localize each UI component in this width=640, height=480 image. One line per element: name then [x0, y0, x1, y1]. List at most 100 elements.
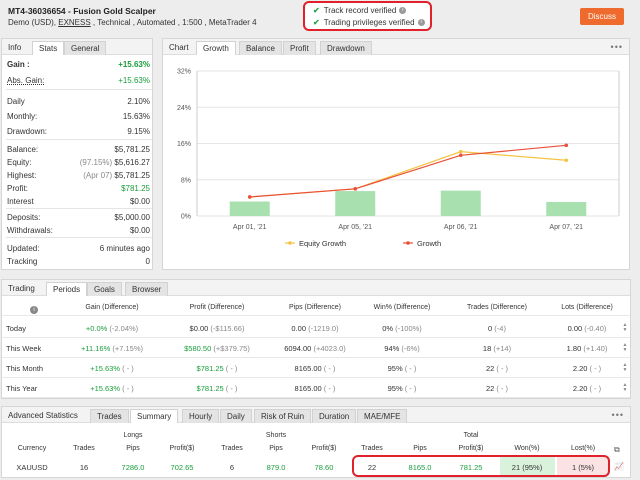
summary-column-header: Trades	[221, 445, 243, 452]
tab-drawdown[interactable]: Drawdown	[320, 41, 372, 55]
chart-icon[interactable]: 📈	[614, 462, 624, 471]
period-value: $781.25	[196, 364, 224, 373]
y-tick-label: 0%	[181, 214, 191, 221]
legend-marker	[406, 241, 410, 245]
tab-summary[interactable]: Summary	[130, 409, 179, 423]
updated-value: 6 minutes ago	[99, 244, 150, 253]
trading-privileges-label: Trading privileges verified	[323, 18, 415, 27]
tab-profit[interactable]: Profit	[283, 41, 316, 55]
summary-column-header: Currency	[17, 445, 47, 452]
abs-gain-label: Abs. Gain:	[7, 76, 45, 85]
broker-link[interactable]: EXNESS	[58, 18, 91, 27]
divider	[2, 337, 630, 338]
highest-label: Highest:	[7, 171, 37, 180]
tab-risk-of-ruin[interactable]: Risk of Ruin	[254, 409, 312, 423]
summary-cell: 21 (95%)	[511, 463, 543, 472]
period-row-label: Today	[6, 324, 27, 333]
gain-label: Gain :	[7, 60, 30, 69]
tab-browser[interactable]: Browser	[125, 282, 169, 296]
tab-periods[interactable]: Periods	[46, 282, 88, 296]
won-cell-bg	[500, 457, 555, 475]
info-icon[interactable]: i	[30, 304, 38, 314]
sort-arrows-icon[interactable]: ▲ ▼	[622, 342, 628, 353]
summary-group-header: Longs	[123, 432, 143, 439]
balance-label: Balance:	[7, 145, 39, 154]
summary-column-header: Pips	[269, 445, 283, 452]
period-cell: 1.80 (+1.40)	[567, 344, 608, 353]
period-difference: ( - )	[323, 384, 336, 393]
y-tick-label: 24%	[177, 105, 191, 112]
export-icon[interactable]: ⧉	[614, 445, 620, 454]
period-cell: 95% ( - )	[388, 384, 417, 393]
more-options-icon[interactable]: •••	[611, 410, 624, 420]
period-value: 6094.00	[284, 344, 312, 353]
chart-panel: Chart Growth Balance Profit Drawdown •••…	[162, 38, 630, 270]
period-cell: 6094.00 (+4023.0)	[284, 344, 346, 353]
period-column-header: Win% (Difference)	[373, 304, 431, 311]
summary-group-header: Shorts	[265, 432, 287, 439]
data-point	[247, 195, 252, 199]
track-record-label: Track record verified	[323, 6, 397, 15]
summary-cell: 7286.0	[121, 463, 145, 472]
tab-mae-mfe[interactable]: MAE/MFE	[357, 409, 408, 423]
tab-trading[interactable]: Trading	[8, 284, 35, 293]
info-panel: Info Stats General Gain : +15.63% Abs. Ga…	[1, 38, 153, 270]
tab-daily[interactable]: Daily	[220, 409, 252, 423]
tab-hourly[interactable]: Hourly	[182, 409, 220, 423]
tab-stats[interactable]: Stats	[32, 41, 65, 55]
sort-arrows-icon[interactable]: ▲ ▼	[622, 382, 628, 393]
account-type: Demo (USD),	[8, 18, 59, 27]
period-difference: ( - )	[496, 384, 509, 393]
trading-privileges-verified: ✔ Trading privileges verified i	[313, 18, 425, 27]
period-difference: (+1.40)	[583, 344, 608, 353]
summary-cell: 16	[79, 463, 89, 472]
info-icon[interactable]: i	[417, 19, 425, 27]
legend-label: Equity Growth	[299, 239, 346, 248]
tab-duration[interactable]: Duration	[312, 409, 357, 423]
period-cell: +11.16% (+7.15%)	[81, 344, 143, 353]
period-cell: +15.63% ( - )	[90, 364, 134, 373]
trading-tabs: Trading Periods Goals Browser	[2, 280, 630, 296]
withdrawals-value: $0.00	[129, 226, 150, 235]
discuss-button[interactable]: Discuss	[580, 8, 624, 25]
y-tick-label: 16%	[177, 141, 191, 148]
y-tick-label: 32%	[177, 69, 191, 76]
growth-chart: 32% 24% 16% 8% 0% Apr 01, '21 Apr 05, '21 Apr 0…	[177, 69, 620, 248]
period-cell: 0% (-100%)	[382, 324, 422, 333]
abs-gain-value: +15.63%	[118, 76, 150, 85]
data-point	[564, 158, 569, 163]
divider	[6, 208, 152, 209]
balance-value: $5,781.25	[114, 145, 150, 154]
summary-column-header: Profit($)	[311, 445, 337, 452]
period-difference: ( - )	[323, 364, 336, 373]
period-cell: $580.50 (+$379.75)	[184, 344, 250, 353]
growth-bar	[440, 190, 481, 216]
sort-arrows-icon[interactable]: ▲ ▼	[622, 322, 628, 333]
data-point	[353, 187, 358, 191]
deposits-label: Deposits:	[7, 213, 41, 222]
period-difference: ( - )	[225, 384, 238, 393]
tab-advanced-statistics[interactable]: Advanced Statistics	[8, 411, 78, 420]
summary-cell: 702.65	[170, 463, 194, 472]
summary-column-header: Lost(%)	[570, 445, 596, 452]
tracking-label: Tracking	[7, 257, 38, 266]
tab-trades[interactable]: Trades	[90, 409, 129, 423]
tab-info[interactable]: Info	[8, 43, 22, 52]
tab-general[interactable]: General	[64, 41, 107, 55]
data-point	[458, 153, 463, 158]
tab-growth[interactable]: Growth	[196, 41, 236, 55]
sort-arrows-icon[interactable]: ▲ ▼	[622, 362, 628, 373]
tab-chart[interactable]: Chart	[169, 43, 189, 52]
period-difference: (+7.15%)	[112, 344, 144, 353]
info-icon[interactable]: i	[399, 7, 407, 15]
daily-label: Daily	[7, 97, 25, 106]
period-difference: (+14)	[493, 344, 512, 353]
period-value: +15.63%	[90, 364, 121, 373]
drawdown-label: Drawdown:	[7, 127, 48, 136]
period-cell: 8165.00 ( - )	[295, 384, 336, 393]
periods-panel: Trading Periods Goals Browser i Gain (Dif…	[1, 279, 631, 399]
period-value: 1.80	[566, 344, 582, 353]
tab-balance[interactable]: Balance	[239, 41, 282, 55]
tab-goals[interactable]: Goals	[87, 282, 122, 296]
more-options-icon[interactable]: •••	[610, 42, 623, 52]
